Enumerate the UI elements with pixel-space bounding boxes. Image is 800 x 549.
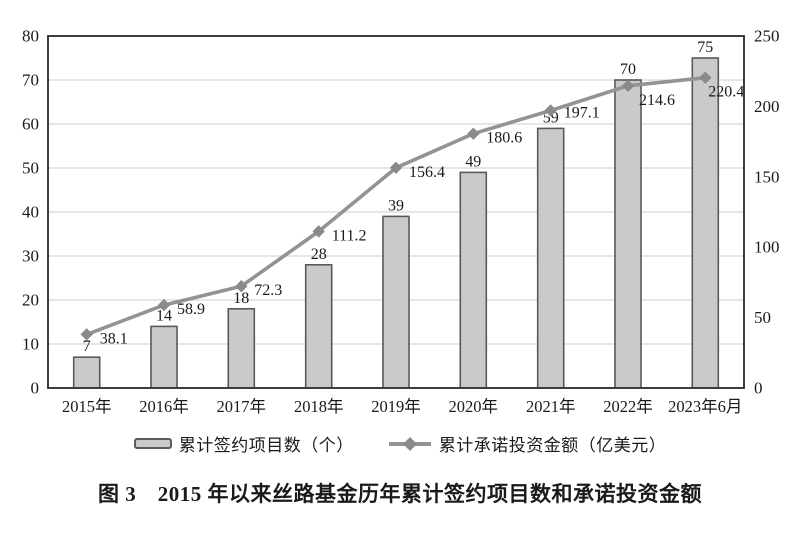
bar — [382, 215, 410, 389]
legend-investment-label: 累计承诺投资金额（亿美元） — [438, 436, 667, 455]
left-axis-tick: 80 — [22, 27, 39, 46]
bar — [150, 325, 178, 389]
diamond-marker — [312, 225, 325, 238]
x-axis-label: 2020年 — [449, 397, 499, 416]
x-axis-label: 2023年6月 — [668, 397, 742, 416]
diamond-marker — [699, 71, 712, 84]
line-diamond-swatch-icon — [388, 436, 432, 452]
line-value-label: 214.6 — [639, 92, 675, 109]
left-axis-tick: 10 — [22, 335, 39, 354]
line-value-label: 220.4 — [708, 84, 744, 101]
line-value-label: 197.1 — [564, 105, 600, 122]
combo-chart-svg: 7 14 18 28 39 49 59 70 75 38.1 58.9 72.3 111.2 156.4 1… — [22, 27, 780, 417]
left-axis-tick: 40 — [22, 203, 39, 222]
right-axis-tick: 100 — [754, 238, 780, 257]
x-axis-label: 2019年 — [371, 397, 421, 416]
diamond-marker — [80, 328, 93, 341]
diamond-marker — [157, 298, 171, 312]
line-value-label: 58.9 — [177, 301, 205, 318]
bar-swatch-icon — [133, 438, 172, 449]
right-axis-tick: 0 — [754, 379, 763, 398]
bar-value-label: 70 — [620, 61, 636, 78]
bar-value-label: 28 — [311, 246, 327, 263]
x-axis-label: 2017年 — [217, 397, 267, 416]
bar-value-label: 75 — [697, 39, 713, 56]
legend-item-investment: 累计承诺投资金额（亿美元） — [388, 431, 667, 456]
right-axis-tick: 150 — [754, 167, 780, 186]
diamond-marker — [544, 104, 557, 117]
legend-projects-label: 累计签约项目数（个） — [178, 436, 354, 455]
left-axis-tick: 50 — [22, 159, 39, 178]
left-axis-tick: 30 — [22, 247, 39, 266]
x-axis-label: 2021年 — [526, 397, 576, 416]
diamond-marker — [621, 79, 635, 93]
right-axis-tick: 200 — [754, 97, 780, 116]
legend: 累计签约项目数（个） 累计承诺投资金额（亿美元） — [0, 431, 800, 456]
bar — [614, 79, 642, 389]
diamond-marker — [235, 280, 248, 293]
line-value-label: 38.1 — [100, 330, 128, 347]
line-value-label: 72.3 — [254, 282, 282, 299]
plot-frame — [47, 35, 745, 389]
bar-value-label: 49 — [465, 153, 481, 170]
figure-caption: 图 3 2015 年以来丝路基金历年累计签约项目数和承诺投资金额 — [98, 482, 702, 506]
bar — [691, 57, 720, 389]
x-axis-label: 2022年 — [603, 397, 653, 416]
bar — [536, 127, 565, 389]
bar-value-label: 14 — [156, 307, 172, 324]
left-axis-tick: 70 — [22, 71, 39, 90]
legend-item-projects: 累计签约项目数（个） — [133, 431, 354, 456]
bar — [72, 356, 101, 389]
bar — [304, 263, 333, 389]
line-value-label: 156.4 — [409, 164, 445, 181]
bar-value-label: 18 — [233, 290, 249, 307]
x-axis-label: 2016年 — [139, 397, 189, 416]
line-value-label: 180.6 — [486, 130, 522, 147]
diamond-marker — [467, 127, 480, 140]
right-axis-tick: 50 — [754, 308, 771, 327]
diamond-marker — [389, 161, 403, 174]
bar — [227, 307, 256, 389]
bar — [459, 171, 488, 389]
bar-value-label: 7 — [83, 338, 91, 355]
left-axis-tick: 20 — [22, 291, 39, 310]
right-axis-tick: 250 — [754, 27, 780, 46]
bar-value-label: 39 — [388, 197, 404, 214]
line-value-label: 111.2 — [332, 227, 367, 244]
bar-value-label: 59 — [543, 109, 559, 126]
left-axis-tick: 60 — [22, 115, 39, 134]
x-axis-label: 2018年 — [294, 397, 344, 416]
left-axis-tick: 0 — [31, 379, 40, 398]
x-axis-label: 2015年 — [62, 397, 112, 416]
